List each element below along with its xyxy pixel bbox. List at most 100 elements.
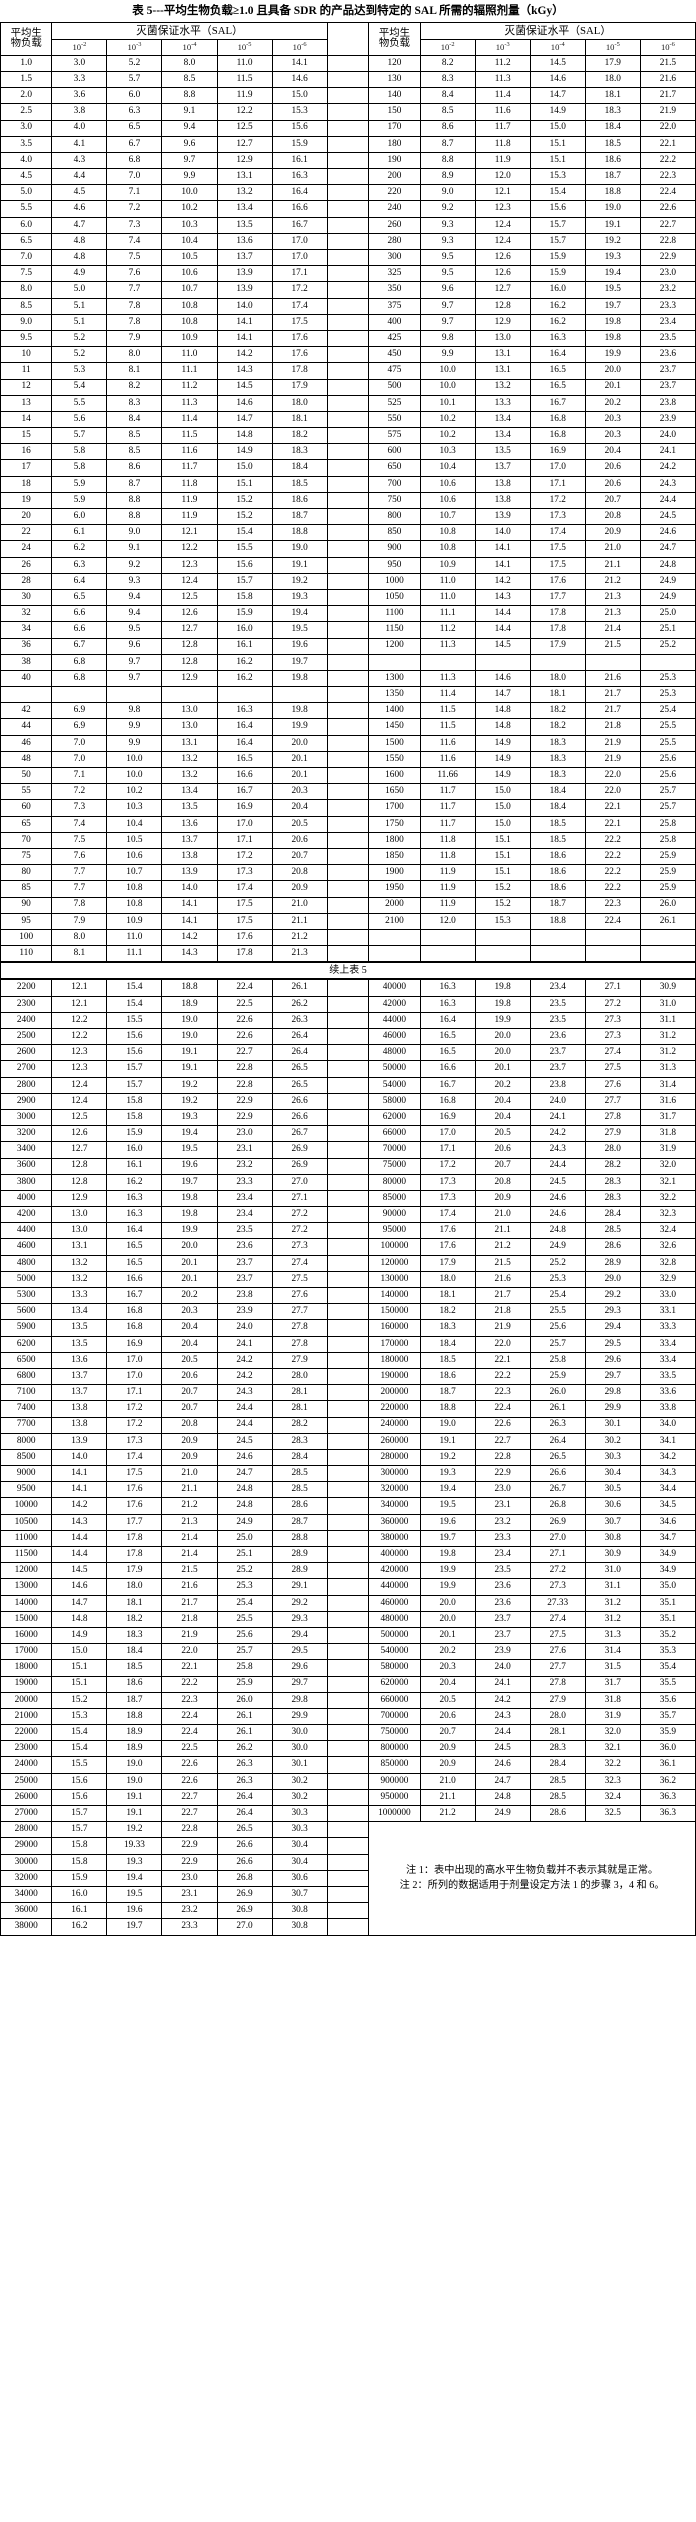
cell-dose-sal-1e-5: 28.3 (584, 1173, 641, 1191)
cell-bioburden: 280000 (368, 1448, 421, 1467)
cell-dose-sal-1e-6: 28.1 (271, 1384, 328, 1402)
cell-bioburden: 8.5 (0, 297, 53, 315)
cell-dose-sal-1e-2: 10.2 (419, 427, 476, 445)
cell-dose-sal-1e-3: 24.7 (474, 1772, 531, 1790)
cell-dose-sal-1e-5: 22.0 (584, 766, 641, 785)
header-sal-1e-5-left: 10-5 (216, 38, 273, 56)
cell-dose-sal-1e-6: 18.5 (271, 475, 328, 493)
column-gutter-cell (326, 815, 370, 833)
cell-bioburden: 22 (0, 524, 53, 542)
cell-dose-sal-1e-6: 16.1 (271, 151, 328, 170)
cell-dose-sal-1e-5: 24.9 (216, 1513, 273, 1531)
cell-dose-sal-1e-2: 7.5 (51, 831, 108, 849)
table-row: 2.0 3.6 6.0 8.8 11.9 15.0 140 8.4 11.4 14.7 18.1 21… (0, 87, 696, 105)
cell-dose-sal-1e-2: 10.2 (419, 410, 476, 429)
cell-dose-sal-1e-5: 21.7 (584, 686, 641, 704)
cell-dose-sal-1e-3: 7.7 (106, 281, 163, 299)
cell-dose-sal-1e-3: 21.0 (474, 1206, 531, 1224)
cell-dose-sal-1e-4: 10.3 (161, 216, 218, 234)
cell-dose-sal-1e-4: 13.1 (161, 734, 218, 752)
cell-dose-sal-1e-2: 6.7 (51, 637, 108, 655)
cell-dose-sal-1e-3: 13.5 (474, 443, 531, 461)
cell-bioburden: 1500 (368, 734, 421, 752)
cell-dose-sal-1e-5: 29.3 (584, 1303, 641, 1321)
cell-bioburden (0, 686, 53, 704)
cell-dose-sal-1e-3: 16.7 (106, 1286, 163, 1305)
cell-dose-sal-1e-3: 21.2 (474, 1238, 531, 1256)
cell-dose-sal-1e-5: 29.5 (584, 1335, 641, 1353)
cell-dose-sal-1e-2: 11.4 (419, 686, 476, 704)
cell-dose-sal-1e-2: 5.4 (51, 378, 108, 396)
cell-dose-sal-1e-5: 20.4 (584, 443, 641, 461)
table-row: 4400 13.0 16.4 19.9 23.5 27.2 95000 17.6 21.1 24.… (0, 1222, 696, 1240)
cell-dose-sal-1e-5: 19.8 (584, 329, 641, 348)
cell-dose-sal-1e-4: 11.9 (161, 491, 218, 510)
cell-dose-sal-1e-5: 27.7 (584, 1092, 641, 1110)
table-row: 44 6.9 9.9 13.0 16.4 19.9 1450 11.5 14.8 18.2 21.8… (0, 718, 696, 736)
cell-dose-sal-1e-4: 12.6 (161, 605, 218, 623)
cell-dose-sal-1e-2: 5.2 (51, 346, 108, 364)
cell-dose-sal-1e-2: 5.2 (51, 329, 108, 348)
cell-dose-sal-1e-2: 16.6 (419, 1060, 476, 1078)
cell-dose-sal-1e-4: 23.1 (161, 1885, 218, 1904)
dose-table-block-1: 平均生 物负载 灭菌保证水平（SAL） 平均生 物负载 灭菌保证水平（SAL） … (0, 22, 696, 963)
cell-dose-sal-1e-6: 30.6 (271, 1869, 328, 1887)
cell-bioburden: 4200 (0, 1206, 53, 1224)
cell-dose-sal-1e-3: 10.0 (106, 750, 163, 769)
header-sal-1e-3-right: 10-3 (474, 38, 531, 56)
cell-dose-sal-1e-3: 9.7 (106, 653, 163, 671)
cell-dose-sal-1e-6: 20.7 (271, 847, 328, 866)
cell-dose-sal-1e-4: 20.6 (161, 1367, 218, 1386)
cell-dose-sal-1e-2: 5.0 (51, 281, 108, 299)
cell-dose-sal-1e-4: 24.8 (529, 1222, 586, 1240)
cell-bioburden: 11500 (0, 1545, 53, 1564)
column-gutter-cell (326, 1076, 370, 1094)
cell-bioburden: 44 (0, 718, 53, 736)
cell-dose-sal-1e-6: 31.1 (639, 1011, 696, 1030)
header-bioburden-right-line1: 平均生 (378, 27, 411, 39)
table-row: 6500 13.6 17.0 20.5 24.2 27.9 180000 18.5 22.1 25… (0, 1351, 696, 1369)
cell-dose-sal-1e-2: 15.8 (51, 1837, 108, 1855)
cell-dose-sal-1e-6: 17.9 (271, 378, 328, 396)
cell-dose-sal-1e-6: 25.9 (639, 847, 696, 866)
cell-dose-sal-1e-6: 17.6 (271, 346, 328, 364)
cell-dose-sal-1e-3: 16.3 (106, 1189, 163, 1208)
cell-dose-sal-1e-3: 14.9 (474, 734, 531, 752)
cell-dose-sal-1e-3: 10.8 (106, 880, 163, 898)
cell-dose-sal-1e-2 (419, 928, 476, 947)
table-row: 20 6.0 8.8 11.9 15.2 18.7 800 10.7 13.9 17.3 20.8 2… (0, 507, 696, 526)
cell-dose-sal-1e-4: 11.2 (161, 378, 218, 396)
column-gutter-cell (326, 1659, 370, 1677)
cell-dose-sal-1e-6: 33.1 (639, 1303, 696, 1321)
cell-bioburden: 95000 (368, 1222, 421, 1240)
column-gutter-cell (326, 1578, 370, 1596)
table-row: 1350 11.4 14.7 18.1 21.7 25.3 (0, 686, 696, 704)
cell-bioburden: 600 (368, 443, 421, 461)
cell-dose-sal-1e-2: 3.6 (51, 87, 108, 105)
cell-dose-sal-1e-4: 28.4 (529, 1756, 586, 1774)
cell-dose-sal-1e-6: 36.3 (639, 1804, 696, 1823)
cell-dose-sal-1e-4: 22.6 (161, 1772, 218, 1790)
cell-dose-sal-1e-3: 24.1 (474, 1675, 531, 1693)
cell-dose-sal-1e-4: 14.2 (161, 928, 218, 947)
cell-dose-sal-1e-6: 32.8 (639, 1254, 696, 1272)
column-gutter-cell (326, 1853, 370, 1871)
cell-dose-sal-1e-2: 17.6 (419, 1238, 476, 1256)
cell-dose-sal-1e-4: 16.8 (529, 410, 586, 429)
cell-dose-sal-1e-2: 3.8 (51, 103, 108, 121)
cell-dose-sal-1e-5: 24.7 (216, 1465, 273, 1483)
cell-dose-sal-1e-2: 6.8 (51, 653, 108, 671)
cell-dose-sal-1e-6: 29.3 (271, 1610, 328, 1628)
column-gutter-cell (326, 1594, 370, 1612)
cell-dose-sal-1e-3: 8.2 (106, 378, 163, 396)
cell-dose-sal-1e-4: 8.5 (161, 70, 218, 89)
cell-dose-sal-1e-5: 23.6 (216, 1238, 273, 1256)
table-row: 3400 12.7 16.0 19.5 23.1 26.9 70000 17.1 20.6 24.… (0, 1141, 696, 1159)
cell-dose-sal-1e-4: 12.5 (161, 588, 218, 607)
cell-dose-sal-1e-4: 27.1 (529, 1545, 586, 1564)
cell-dose-sal-1e-4: 13.2 (161, 750, 218, 769)
cell-dose-sal-1e-2: 7.0 (51, 750, 108, 769)
cell-bioburden: 3.5 (0, 135, 53, 153)
cell-dose-sal-1e-3: 16.1 (106, 1157, 163, 1175)
cell-dose-sal-1e-4: 15.1 (529, 151, 586, 170)
